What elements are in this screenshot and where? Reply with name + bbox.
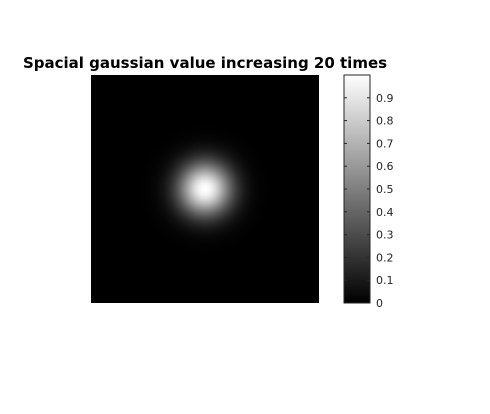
colorbar-tick-label: 0.7	[376, 137, 394, 150]
colorbar-tick-label: 0.2	[376, 251, 394, 264]
colorbar: 0 0.1 0.2 0.3 0.4 0.5 0.6 0.7 0.8 0.9	[343, 74, 394, 310]
colorbar-tick-label: 0.6	[376, 160, 394, 173]
heatmap-plot	[91, 75, 319, 303]
chart-title: Spacial gaussian value increasing 20 tim…	[23, 54, 387, 72]
colorbar-tick-label: 0.3	[376, 229, 394, 242]
colorbar-tick-label: 0	[376, 297, 383, 310]
colorbar-ticks: 0 0.1 0.2 0.3 0.4 0.5 0.6 0.7 0.8 0.9	[344, 92, 394, 310]
colorbar-tick-label: 0.8	[376, 115, 394, 128]
colorbar-tick-label: 0.4	[376, 206, 394, 219]
colorbar-tick-label: 0.1	[376, 274, 394, 287]
colorbar-tick-label: 0.9	[376, 92, 394, 105]
colorbar-tick-label: 0.5	[376, 183, 394, 196]
colorbar-gradient	[344, 75, 370, 303]
heatmap-image	[91, 75, 319, 303]
